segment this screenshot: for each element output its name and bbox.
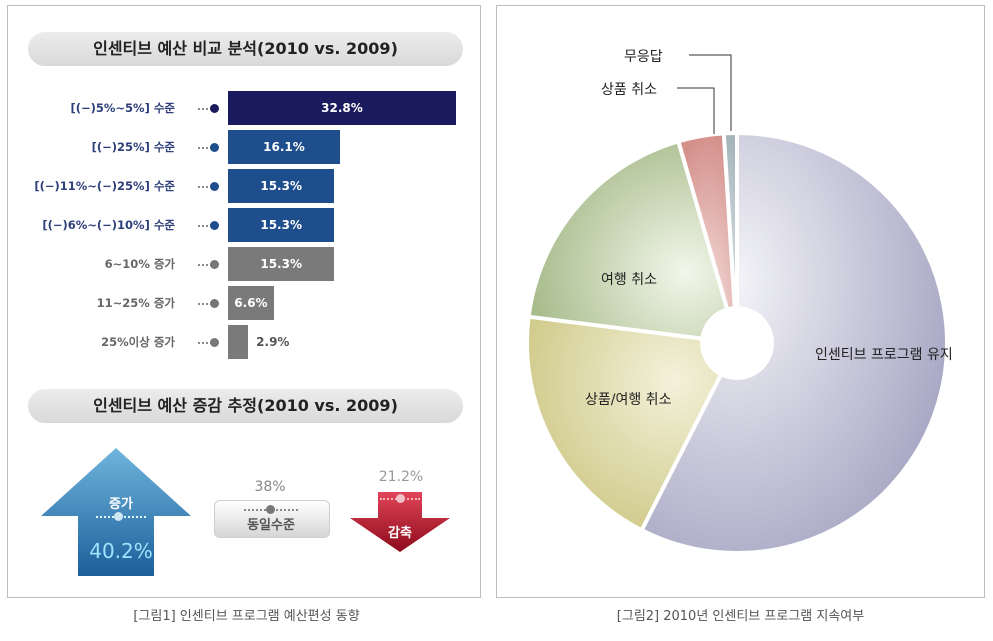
budget-comparison-panel: 인센티브 예산 비교 분석(2010 vs. 2009) [(−)5%∼5%] … bbox=[7, 5, 481, 598]
bar-marker bbox=[210, 104, 219, 113]
bar-value-label: 2.9% bbox=[256, 335, 290, 349]
figure2-caption: [그림2] 2010년 인센티브 프로그램 지속여부 bbox=[616, 609, 865, 624]
leader-no-response bbox=[689, 54, 732, 131]
bar bbox=[228, 91, 456, 125]
pie-label-product-travel-cancel: 상품/여행 취소 bbox=[585, 392, 672, 408]
pie-slice-travel-cancel bbox=[526, 138, 740, 346]
bar bbox=[228, 130, 340, 164]
bar-category-label: [(−)6%∼(−)10%] 수준 bbox=[42, 218, 175, 232]
same-label: 동일수준 bbox=[247, 518, 295, 533]
program-continuation-panel: 인센티브 프로그램 유지 상품/여행 취소 여행 취소 상품 취소 무응답 bbox=[496, 5, 985, 598]
bar bbox=[228, 247, 335, 281]
bar-value-label: 16.1% bbox=[263, 140, 305, 154]
pie-slice-no-response bbox=[721, 130, 739, 344]
bar bbox=[228, 325, 249, 359]
decrease-value: 21.2% bbox=[378, 469, 424, 485]
bar bbox=[228, 208, 335, 242]
decrease-label: 감축 bbox=[388, 526, 412, 541]
bar-marker bbox=[210, 299, 219, 308]
bar bbox=[228, 169, 335, 203]
pie-slice-maintain bbox=[638, 130, 949, 555]
pie-label-travel-cancel: 여행 취소 bbox=[601, 272, 657, 288]
bar bbox=[228, 286, 274, 320]
bar-value-label: 15.3% bbox=[260, 179, 302, 193]
increase-label: 증가 bbox=[109, 497, 133, 512]
bar-leader bbox=[198, 303, 212, 305]
bar-category-label: [(−)5%∼5%] 수준 bbox=[70, 101, 175, 115]
same-value: 38% bbox=[254, 479, 286, 495]
pie-label-maintain: 인센티브 프로그램 유지 bbox=[815, 347, 953, 363]
leader-product-cancel bbox=[677, 87, 715, 134]
bar-category-label: [(−)11%∼(−)25%] 수준 bbox=[34, 179, 175, 193]
same-marker bbox=[266, 505, 275, 514]
same-level-badge bbox=[214, 500, 330, 538]
decrease-arrow bbox=[350, 492, 450, 552]
bar-marker bbox=[210, 260, 219, 269]
bar-category-label: [(−)25%] 수준 bbox=[91, 140, 175, 154]
bar-value-label: 6.6% bbox=[234, 296, 268, 310]
pie-slice-product-travel-cancel bbox=[525, 314, 741, 533]
bar-leader bbox=[198, 264, 212, 266]
bar-leader bbox=[198, 225, 212, 227]
bar-category-label: 6∼10% 증가 bbox=[104, 257, 175, 271]
bar-marker bbox=[210, 182, 219, 191]
bar-value-label: 32.8% bbox=[321, 101, 363, 115]
section1-title: 인센티브 예산 비교 분석(2010 vs. 2009) bbox=[28, 32, 463, 66]
bar-marker bbox=[210, 143, 219, 152]
bar-category-label: 11∼25% 증가 bbox=[96, 296, 175, 310]
bar-category-label: 25%이상 증가 bbox=[101, 335, 175, 349]
bar-leader bbox=[198, 147, 212, 149]
figure1-caption: [그림1] 인센티브 프로그램 예산편성 동향 bbox=[133, 609, 360, 624]
increase-value: 40.2% bbox=[89, 539, 153, 563]
section2-title: 인센티브 예산 증감 추정(2010 vs. 2009) bbox=[28, 389, 463, 423]
increase-marker bbox=[114, 512, 123, 521]
pie-label-product-cancel: 상품 취소 bbox=[601, 82, 657, 98]
bar-marker bbox=[210, 338, 219, 347]
pie-label-no-response: 무응답 bbox=[624, 49, 663, 65]
bar-value-label: 15.3% bbox=[260, 257, 302, 271]
bar-marker bbox=[210, 221, 219, 230]
bar-leader bbox=[198, 342, 212, 344]
bar-value-label: 15.3% bbox=[260, 218, 302, 232]
bar-leader bbox=[198, 108, 212, 110]
decrease-marker bbox=[396, 494, 405, 503]
bar-leader bbox=[198, 186, 212, 188]
continuation-pie-chart bbox=[525, 54, 949, 555]
